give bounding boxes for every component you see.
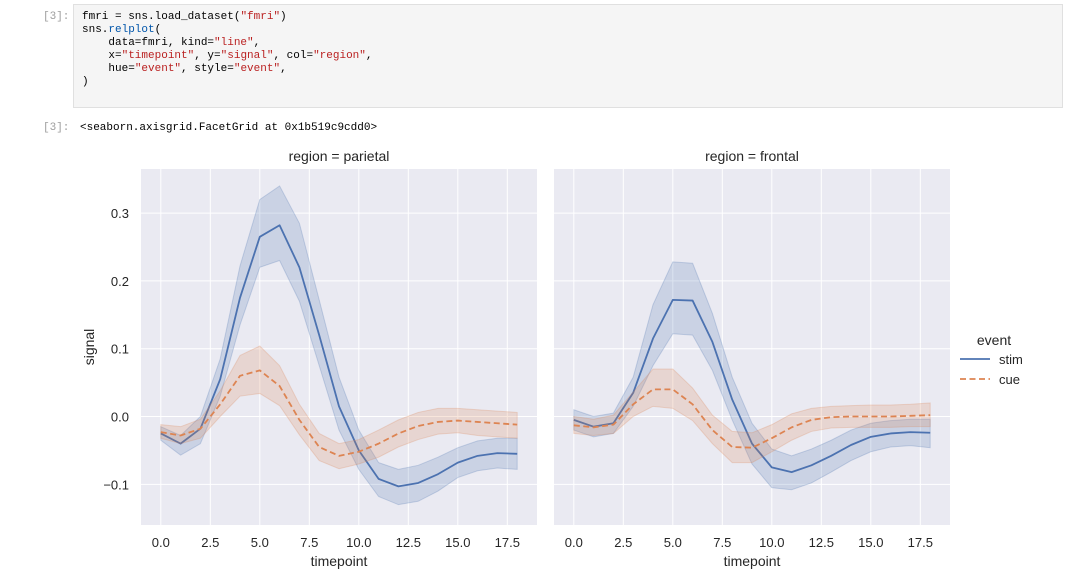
facet-title: region = parietal [289, 148, 390, 164]
x-tick-label: 15.0 [858, 535, 883, 550]
code-string-token: "region" [313, 50, 366, 62]
code-token: sns. [82, 24, 109, 36]
series-line-cue [573, 388, 931, 449]
ci-band-cue [573, 368, 931, 464]
code-function-token: relplot [108, 24, 155, 36]
facet-panel-frontal: 0.0 2.5 5.0 7.5 10.0 12.5 15.0 17.5 region = fro… [554, 148, 950, 569]
y-tick-label: 0.3 [111, 206, 129, 221]
x-axis-label: timepoint [311, 553, 368, 569]
legend: event stim cue [960, 332, 1023, 387]
code-string-token: "fmri" [240, 11, 281, 23]
code-line: hue="event", style="event", [82, 63, 287, 75]
x-tick-label: 5.0 [664, 535, 682, 550]
x-axis-label: timepoint [724, 553, 781, 569]
output-repr-text: <seaborn.axisgrid.FacetGrid at 0x1b519c9… [80, 122, 378, 134]
code-token: ) [82, 76, 89, 88]
code-line: ) [82, 76, 89, 88]
x-tick-label: 0.0 [565, 535, 583, 550]
code-token: , style= [181, 63, 234, 75]
ci-band-cue [160, 345, 518, 470]
series-line-cue [160, 369, 518, 457]
code-string-token: "event" [233, 63, 281, 75]
x-tick-label: 15.0 [445, 535, 470, 550]
x-tick-label: 0.0 [152, 535, 170, 550]
code-line: fmri = sns.load_dataset("fmri") [82, 11, 287, 23]
code-token: , [253, 37, 261, 49]
code-cell[interactable]: fmri = sns.load_dataset("fmri") sns.relp… [73, 4, 1063, 108]
facet-panel-parietal: 0.0 2.5 5.0 7.5 10.0 12.5 15.0 17.5 −0.1 0.0 0.1 0.… [103, 148, 537, 569]
y-tick-label: 0.1 [111, 342, 129, 357]
code-token: , col= [273, 50, 314, 62]
x-tick-label: 12.5 [809, 535, 834, 550]
x-tick-label: 17.5 [908, 535, 933, 550]
code-token: hue= [82, 63, 135, 75]
code-token: data=fmri, kind= [82, 37, 215, 49]
legend-label-stim: stim [999, 352, 1023, 367]
x-tick-label: 12.5 [396, 535, 421, 550]
code-token: , [365, 50, 373, 62]
x-tick-label: 10.0 [759, 535, 784, 550]
x-tick-label: 17.5 [495, 535, 520, 550]
facet-title: region = frontal [705, 148, 799, 164]
x-tick-label: 2.5 [614, 535, 632, 550]
y-tick-label: 0.0 [111, 410, 129, 425]
code-line: sns.relplot( [82, 24, 161, 36]
facet-grid-figure: 0.0 2.5 5.0 7.5 10.0 12.5 15.0 17.5 −0.1 0.0 0.1 0.… [81, 148, 1023, 569]
code-token: ) [280, 11, 287, 23]
code-token: , [280, 63, 287, 75]
code-string-token: "line" [214, 37, 254, 49]
legend-title: event [977, 332, 1011, 348]
code-editor[interactable]: fmri = sns.load_dataset("fmri") sns.relp… [74, 5, 1062, 89]
code-token: ( [154, 24, 162, 36]
code-token: x= [82, 50, 122, 62]
code-token: fmri = sns.load_dataset( [82, 11, 241, 23]
plot-background [554, 169, 950, 525]
x-tick-label: 7.5 [300, 535, 318, 550]
plot-background [141, 169, 537, 525]
code-string-token: "event" [134, 63, 182, 75]
code-line: data=fmri, kind="line", [82, 37, 260, 49]
code-string-token: "timepoint" [121, 50, 195, 62]
output-prompt: [3]: [43, 122, 70, 134]
code-token: , y= [194, 50, 221, 62]
series-line-stim [573, 298, 931, 474]
code-line: x="timepoint", y="signal", col="region", [82, 50, 372, 62]
input-prompt: [3]: [43, 11, 70, 23]
series-line-stim [160, 224, 518, 488]
y-tick-label: −0.1 [103, 477, 129, 492]
legend-label-cue: cue [999, 372, 1020, 387]
y-axis-label: signal [81, 329, 97, 366]
x-tick-label: 5.0 [251, 535, 269, 550]
code-string-token: "signal" [220, 50, 274, 62]
y-tick-label: 0.2 [111, 274, 129, 289]
x-tick-label: 10.0 [346, 535, 371, 550]
x-tick-label: 7.5 [713, 535, 731, 550]
x-tick-label: 2.5 [201, 535, 219, 550]
